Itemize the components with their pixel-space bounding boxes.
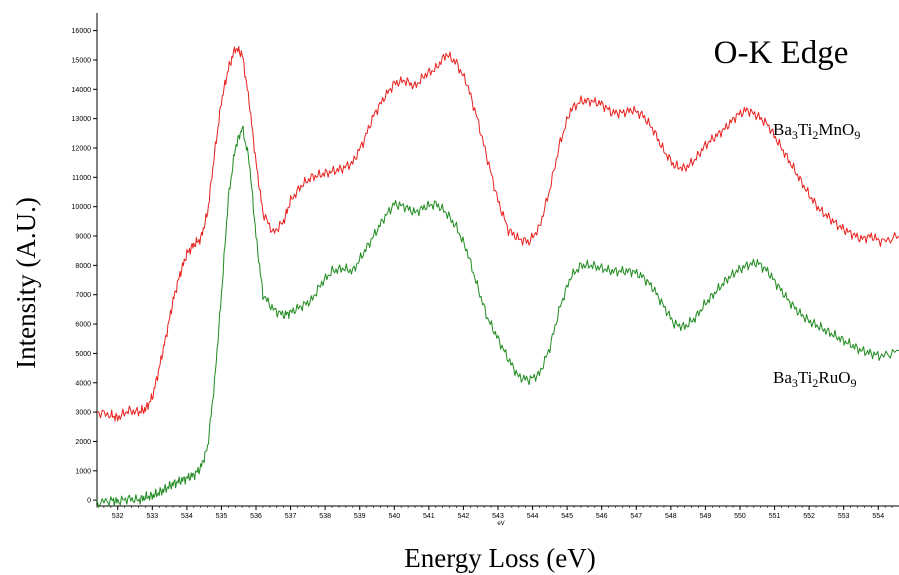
x-tick-label: 548	[665, 513, 677, 520]
x-tick-label: 534	[181, 513, 193, 520]
x-tick-label: 533	[146, 513, 158, 520]
y-tick-label: 11000	[72, 175, 91, 182]
y-tick-label: 16000	[72, 28, 92, 35]
x-tick-label: 544	[527, 513, 539, 520]
y-tick-label: 0	[87, 498, 91, 505]
x-tick-label: 543	[492, 513, 504, 520]
x-tick-label: 546	[596, 513, 608, 520]
y-tick-label: 13000	[72, 116, 92, 123]
y-tick-label: 4000	[75, 380, 91, 387]
y-axis-ticks: 0 1000 2000 3000 4000 5000 6000 7000 8000 9000 100…	[72, 28, 97, 505]
chart-title: O-K Edge	[714, 35, 849, 71]
y-tick-label: 15000	[72, 57, 92, 64]
x-tick-label: 549	[700, 513, 712, 520]
x-tick-label: 550	[734, 513, 746, 520]
series-line-ba3ti2mno9	[96, 46, 899, 422]
x-tick-label: 547	[630, 513, 642, 520]
y-tick-label: 3000	[75, 410, 91, 417]
y-tick-label: 14000	[72, 87, 92, 94]
y-tick-label: 6000	[75, 322, 91, 329]
y-tick-label: 2000	[75, 439, 91, 446]
y-tick-label: 10000	[72, 204, 92, 211]
x-tick-label: 536	[250, 513, 262, 520]
y-tick-label: 7000	[75, 292, 91, 299]
y-tick-label: 12000	[72, 145, 92, 152]
x-tick-label: 540	[388, 513, 400, 520]
y-axis-title: Intensity (A.U.)	[11, 197, 41, 369]
x-tick-label: 539	[354, 513, 366, 520]
x-unit-label: eV	[497, 521, 504, 527]
x-axis-ticks: 532 533 534 535 536 537 538 539 540 541 542 543 544 5…	[96, 506, 893, 520]
x-tick-label: 542	[458, 513, 470, 520]
y-tick-label: 5000	[75, 351, 91, 358]
x-tick-label: 554	[872, 513, 884, 520]
x-tick-label: 535	[216, 513, 228, 520]
x-tick-label: 532	[112, 513, 124, 520]
y-tick-label: 9000	[75, 234, 91, 241]
x-tick-label: 545	[561, 513, 573, 520]
x-tick-label: 537	[285, 513, 297, 520]
y-tick-label: 1000	[75, 468, 91, 475]
x-tick-label: 551	[769, 513, 781, 520]
axes	[96, 13, 899, 507]
series-line-ba3ti2ruo9	[96, 125, 899, 508]
y-tick-label: 8000	[75, 263, 91, 270]
x-tick-label: 552	[803, 513, 815, 520]
x-tick-label: 538	[319, 513, 331, 520]
x-tick-label: 553	[838, 513, 850, 520]
series-lines	[96, 46, 899, 508]
x-tick-label: 541	[423, 513, 435, 520]
x-axis-title: Energy Loss (eV)	[404, 543, 595, 573]
series-label-ba3ti2mno9: Ba3Ti2MnO9	[773, 120, 860, 142]
series-label-ba3ti2ruo9: Ba3Ti2RuO9	[773, 368, 857, 390]
